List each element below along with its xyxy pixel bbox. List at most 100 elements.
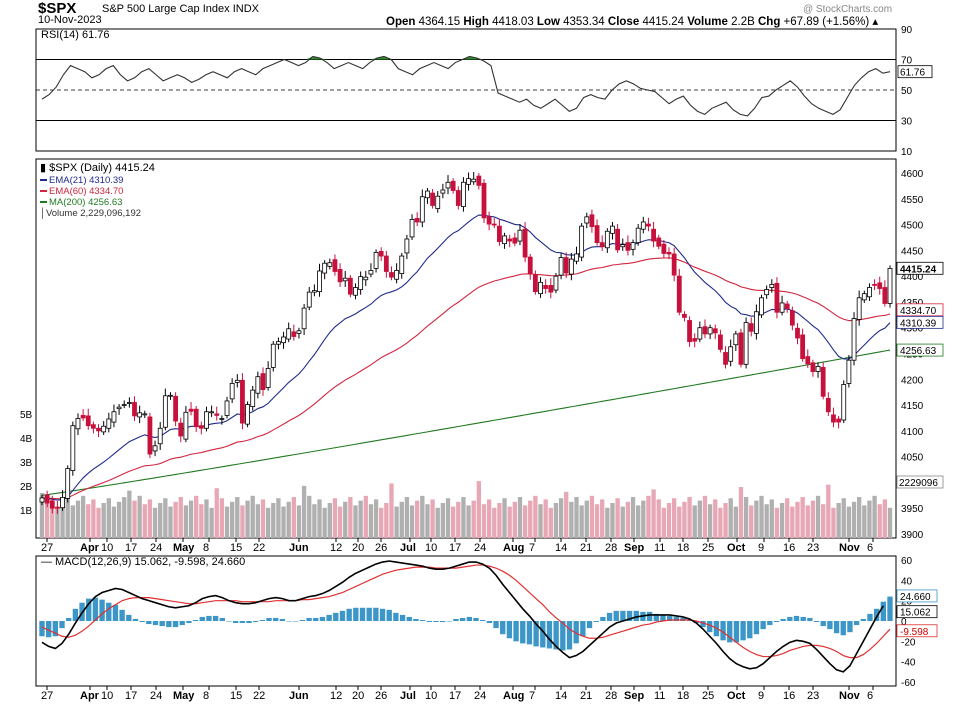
candle-down xyxy=(615,228,621,251)
x-tick-label: 14 xyxy=(555,690,567,702)
volume-bar xyxy=(769,499,774,538)
candle-down xyxy=(383,255,389,272)
volume-bar xyxy=(260,499,266,538)
ema21-line xyxy=(41,214,891,501)
macd-histogram-bar xyxy=(860,618,866,621)
candle-down xyxy=(173,395,179,422)
chart-date: 10-Nov-2023 xyxy=(38,14,102,26)
symbol-name: S&P 500 Large Cap Index INDX xyxy=(102,3,259,15)
volume-bar xyxy=(533,495,538,538)
x-tick-label: 8 xyxy=(203,542,209,554)
macd-histogram-bar xyxy=(386,609,392,621)
volume-bar xyxy=(450,506,456,538)
volume-scale-label: 2B xyxy=(20,482,33,493)
volume-bar xyxy=(774,507,780,538)
symbol-label: $SPX xyxy=(38,0,77,17)
candle-up xyxy=(779,302,785,313)
ema21-legend-label: EMA(21) 4310.39 xyxy=(49,175,123,186)
candle-down xyxy=(522,228,528,258)
x-tick-label: 17 xyxy=(449,542,461,554)
candle-down xyxy=(332,259,338,272)
x-tick-label: 7 xyxy=(529,690,535,702)
x-tick-label: Jul xyxy=(400,542,416,554)
volume-bar xyxy=(517,497,523,538)
candle-up xyxy=(574,253,579,262)
candle-down xyxy=(507,238,513,242)
volume-bar xyxy=(779,503,785,538)
volume-bar xyxy=(101,503,106,538)
macd-histogram-bar xyxy=(52,621,59,637)
candle-down xyxy=(240,379,245,424)
candle-down xyxy=(147,416,153,455)
open-label: Open xyxy=(386,16,416,28)
candle-down xyxy=(132,402,137,417)
volume-bar xyxy=(656,499,661,538)
volume-bar xyxy=(127,490,132,538)
volume-bar xyxy=(394,506,399,538)
price-tick-label: 4450 xyxy=(901,246,924,257)
volume-bar xyxy=(420,495,425,538)
price-x-axis: 27 Apr 10 17 24 May 8 15 22 Jun 12 20 26 Jul 10 17 24 Aug… xyxy=(41,538,874,554)
macd-histogram-bar xyxy=(112,604,119,621)
volume-bar xyxy=(235,497,240,538)
macd-tick-label: 60 xyxy=(901,556,913,567)
candle-up xyxy=(111,411,117,423)
volume-bar xyxy=(677,506,682,538)
volume-bar xyxy=(80,495,86,538)
candle-down xyxy=(414,217,420,223)
candle-up xyxy=(394,270,400,280)
x-tick-label: 23 xyxy=(807,690,819,702)
candle-down xyxy=(687,320,692,343)
candle-down xyxy=(85,415,91,427)
candle-up xyxy=(317,270,322,293)
scroll-up-icon[interactable]: ▴ xyxy=(872,16,879,28)
macd-histogram-bar xyxy=(880,601,886,621)
candle-up xyxy=(466,178,471,185)
candle-down xyxy=(882,287,888,304)
macd-histogram-bar xyxy=(66,617,72,621)
candle-down xyxy=(805,356,811,365)
volume-bar xyxy=(862,505,867,538)
volume-bar xyxy=(142,504,147,538)
macd-histogram-bar xyxy=(219,617,225,621)
volume-bar xyxy=(301,485,307,538)
volume-bar xyxy=(620,506,625,538)
macd-value-label: 15.062 xyxy=(900,608,931,619)
candle-up xyxy=(229,383,235,400)
candle-up xyxy=(121,404,127,406)
candle-down xyxy=(692,338,698,342)
x-tick-label: 20 xyxy=(352,542,364,554)
volume-bar xyxy=(137,495,142,538)
x-tick-label: 22 xyxy=(253,542,265,554)
candle-down xyxy=(55,506,60,509)
macd-histogram-bar xyxy=(546,621,553,649)
macd-histogram-bar xyxy=(359,607,366,621)
candle-down xyxy=(476,175,482,186)
candle-down xyxy=(676,275,682,313)
macd-histogram-bar xyxy=(293,621,299,622)
macd-histogram-bar xyxy=(867,613,873,621)
candle-up xyxy=(234,379,240,383)
candle-up xyxy=(861,293,867,301)
candle-up xyxy=(538,281,543,295)
candle-up xyxy=(296,330,302,334)
volume-bar xyxy=(759,495,764,538)
volume-bar xyxy=(790,506,795,538)
candle-down xyxy=(337,269,343,283)
volume-bar xyxy=(872,495,877,538)
volume-bar xyxy=(728,498,733,538)
volume-bar xyxy=(486,499,492,538)
candle-up xyxy=(635,227,641,244)
candle-up xyxy=(126,402,132,404)
candle-up xyxy=(461,181,466,207)
candle-down xyxy=(497,225,502,242)
x-tick-label: 11 xyxy=(654,690,665,702)
x-tick-label: 10 xyxy=(425,690,437,702)
candle-up xyxy=(851,318,857,361)
macd-histogram-bar xyxy=(59,621,65,629)
volume-bar xyxy=(574,497,579,538)
macd-histogram-bar xyxy=(92,597,99,621)
volume-label: Volume xyxy=(687,16,728,28)
volume-bar xyxy=(800,497,805,538)
x-tick-label: 12 xyxy=(330,690,342,702)
